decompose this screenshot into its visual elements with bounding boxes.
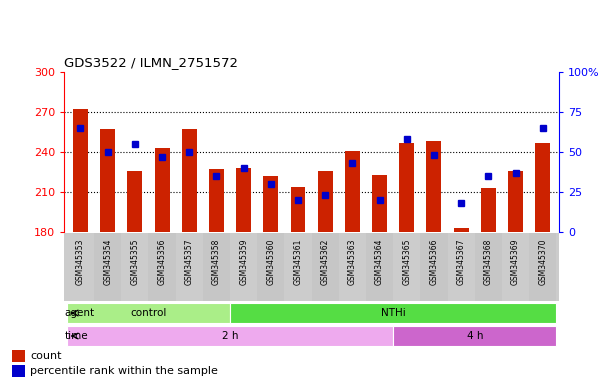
Text: GSM345362: GSM345362 (321, 238, 330, 285)
Bar (12, 350, 25, 362)
Text: GSM345354: GSM345354 (103, 238, 112, 285)
Text: control: control (130, 308, 167, 318)
Bar (529, 233, 557, 301)
Text: time: time (64, 331, 88, 341)
Bar (203, 233, 230, 301)
Bar (73, 109, 88, 232)
Text: GSM345359: GSM345359 (239, 238, 248, 285)
Bar (312, 233, 339, 301)
Bar (400, 143, 414, 232)
Text: NTHi: NTHi (381, 308, 406, 318)
Bar (148, 233, 175, 301)
Bar (426, 141, 442, 232)
Text: 4 h: 4 h (467, 331, 483, 341)
Text: GDS3522 / ILMN_2751572: GDS3522 / ILMN_2751572 (64, 56, 238, 70)
Bar (181, 129, 197, 232)
Text: GSM345353: GSM345353 (76, 238, 85, 285)
Text: GSM345358: GSM345358 (212, 238, 221, 285)
Bar (67, 303, 230, 323)
Bar (475, 233, 502, 301)
Bar (12, 365, 25, 377)
Text: GSM345361: GSM345361 (293, 238, 302, 285)
Text: count: count (30, 351, 62, 361)
Text: GSM345369: GSM345369 (511, 238, 520, 285)
Bar (67, 326, 393, 346)
Text: GSM345356: GSM345356 (158, 238, 167, 285)
Bar (263, 176, 278, 232)
Bar (291, 187, 306, 232)
Text: GSM345365: GSM345365 (402, 238, 411, 285)
Text: GSM345364: GSM345364 (375, 238, 384, 285)
Bar (257, 233, 284, 301)
Bar (481, 188, 496, 232)
Bar (209, 169, 224, 232)
Bar (155, 148, 169, 232)
Text: agent: agent (64, 308, 95, 318)
Bar (372, 175, 387, 232)
Bar (318, 170, 332, 232)
Bar (100, 129, 115, 232)
Bar (127, 170, 142, 232)
Text: GSM345368: GSM345368 (484, 238, 493, 285)
Bar (393, 326, 557, 346)
Bar (236, 168, 251, 232)
Bar (230, 303, 557, 323)
Text: GSM345357: GSM345357 (185, 238, 194, 285)
Text: GSM345355: GSM345355 (130, 238, 139, 285)
Text: GSM345360: GSM345360 (266, 238, 276, 285)
Bar (345, 151, 360, 232)
Text: GSM345370: GSM345370 (538, 238, 547, 285)
Text: percentile rank within the sample: percentile rank within the sample (30, 366, 218, 376)
Bar (535, 143, 551, 232)
Text: GSM345366: GSM345366 (430, 238, 439, 285)
Bar (366, 233, 393, 301)
Bar (454, 228, 469, 232)
Bar (94, 233, 121, 301)
Text: GSM345363: GSM345363 (348, 238, 357, 285)
Text: GSM345367: GSM345367 (456, 238, 466, 285)
Text: 2 h: 2 h (222, 331, 238, 341)
Bar (508, 170, 523, 232)
Bar (420, 233, 448, 301)
